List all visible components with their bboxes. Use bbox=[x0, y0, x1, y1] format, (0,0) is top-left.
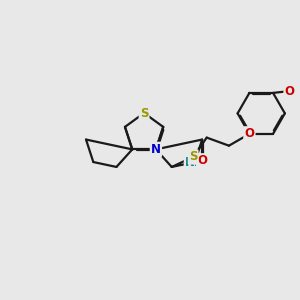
Text: O: O bbox=[285, 85, 295, 98]
Text: NH: NH bbox=[185, 155, 205, 169]
Text: S: S bbox=[189, 151, 197, 164]
Text: O: O bbox=[244, 128, 254, 140]
Text: S: S bbox=[140, 106, 148, 119]
Text: N: N bbox=[151, 143, 161, 156]
Text: O: O bbox=[197, 154, 207, 167]
